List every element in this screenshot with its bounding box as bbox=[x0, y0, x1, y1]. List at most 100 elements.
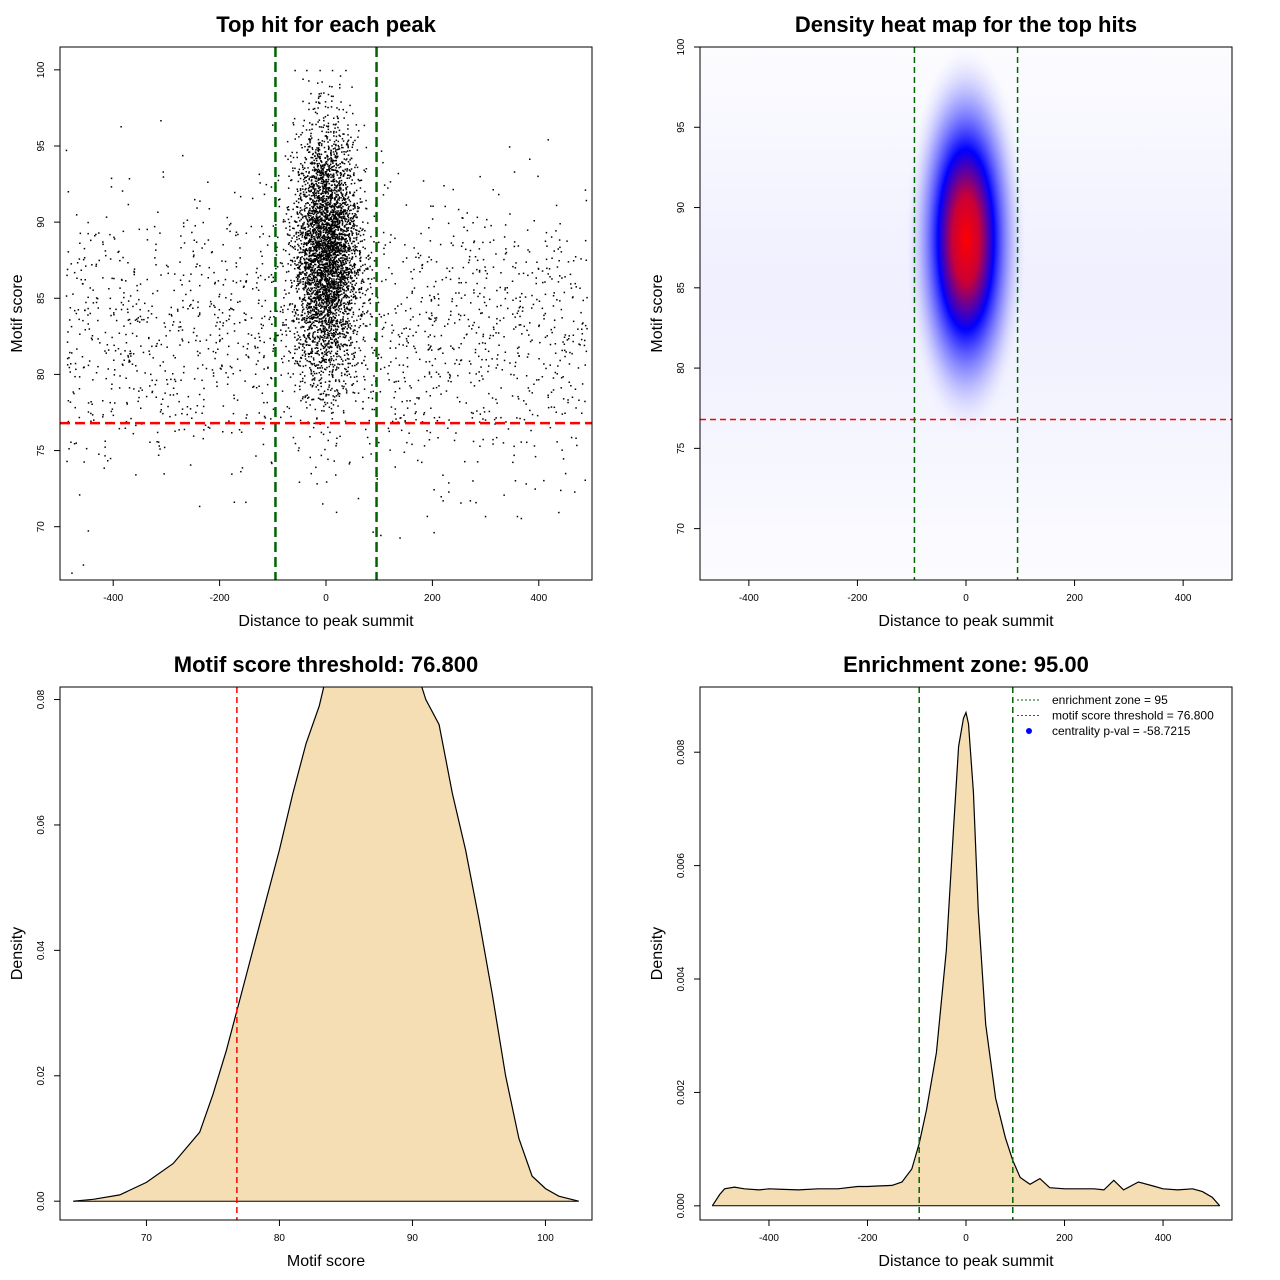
scatter-point bbox=[313, 224, 315, 226]
scatter-point bbox=[343, 151, 345, 153]
scatter-point bbox=[322, 183, 324, 185]
scatter-point bbox=[331, 180, 334, 182]
scatter-point bbox=[301, 263, 303, 265]
scatter-point bbox=[197, 354, 199, 357]
plot-area bbox=[60, 47, 592, 580]
scatter-point bbox=[333, 237, 335, 240]
scatter-point bbox=[321, 168, 323, 170]
scatter-point bbox=[159, 448, 161, 450]
scatter-point bbox=[317, 168, 319, 171]
scatter-point bbox=[334, 244, 337, 246]
scatter-point bbox=[115, 308, 117, 311]
scatter-point bbox=[328, 166, 330, 168]
scatter-point bbox=[318, 251, 321, 254]
scatter-point bbox=[174, 357, 176, 359]
scatter-point bbox=[127, 203, 130, 206]
scatter-point bbox=[330, 317, 333, 319]
scatter-point bbox=[482, 418, 484, 420]
scatter-point bbox=[303, 294, 306, 296]
scatter-point bbox=[309, 404, 311, 406]
scatter-point bbox=[255, 363, 258, 366]
scatter-point bbox=[163, 473, 165, 475]
scatter-point bbox=[320, 250, 323, 253]
scatter-point bbox=[304, 381, 306, 384]
scatter-point bbox=[294, 345, 296, 347]
scatter-point bbox=[261, 255, 263, 257]
scatter-point bbox=[337, 261, 339, 264]
scatter-point bbox=[276, 266, 279, 268]
scatter-point bbox=[323, 330, 325, 333]
scatter-point bbox=[310, 283, 312, 285]
scatter-point bbox=[570, 283, 572, 285]
scatter-point bbox=[177, 330, 180, 332]
scatter-point bbox=[336, 302, 339, 305]
scatter-point bbox=[417, 252, 419, 255]
scatter-point bbox=[335, 442, 338, 445]
scatter-point bbox=[562, 341, 564, 343]
scatter-point bbox=[230, 222, 232, 225]
scatter-point bbox=[553, 292, 555, 294]
scatter-point bbox=[164, 370, 166, 372]
scatter-point bbox=[306, 232, 308, 235]
scatter-point bbox=[479, 413, 482, 415]
scatter-point bbox=[282, 324, 284, 326]
scatter-point bbox=[331, 373, 333, 376]
scatter-point bbox=[347, 214, 349, 217]
scatter-point bbox=[358, 179, 360, 182]
scatter-point bbox=[305, 171, 307, 173]
scatter-point bbox=[319, 102, 321, 105]
scatter-point bbox=[327, 196, 329, 198]
scatter-point bbox=[318, 329, 320, 331]
scatter-point bbox=[91, 338, 93, 341]
scatter-point bbox=[351, 179, 353, 181]
scatter-point bbox=[209, 300, 212, 303]
scatter-point bbox=[343, 197, 345, 199]
scatter-point bbox=[461, 217, 463, 219]
scatter-point bbox=[317, 234, 319, 236]
scatter-point bbox=[325, 182, 328, 184]
scatter-point bbox=[344, 244, 346, 247]
scatter-point bbox=[517, 352, 519, 354]
scatter-point bbox=[316, 180, 318, 183]
scatter-point bbox=[342, 387, 344, 390]
scatter-point bbox=[316, 157, 318, 160]
scatter-point bbox=[300, 218, 302, 221]
scatter-point bbox=[308, 396, 310, 399]
scatter-point bbox=[286, 140, 289, 143]
scatter-point bbox=[148, 337, 150, 340]
scatter-point bbox=[280, 374, 282, 376]
scatter-point bbox=[326, 180, 328, 183]
scatter-point bbox=[570, 385, 572, 387]
scatter-point bbox=[292, 319, 295, 322]
scatter-point bbox=[309, 384, 312, 386]
scatter-point bbox=[308, 216, 310, 219]
scatter-point bbox=[310, 316, 313, 318]
scatter-point bbox=[245, 501, 247, 504]
scatter-point bbox=[576, 444, 578, 447]
scatter-point bbox=[315, 320, 317, 322]
scatter-point bbox=[415, 351, 417, 353]
scatter-point bbox=[204, 243, 206, 245]
scatter-point bbox=[296, 360, 299, 363]
scatter-point bbox=[320, 454, 323, 457]
scatter-point bbox=[321, 320, 324, 323]
scatter-point bbox=[315, 218, 317, 220]
scatter-point bbox=[340, 300, 343, 302]
scatter-point bbox=[185, 293, 187, 296]
scatter-point bbox=[303, 221, 305, 224]
scatter-point bbox=[543, 318, 545, 320]
scatter-point bbox=[389, 340, 392, 342]
scatter-point bbox=[419, 271, 421, 273]
scatter-point bbox=[333, 175, 335, 178]
scatter-point bbox=[233, 323, 236, 325]
scatter-point bbox=[370, 453, 372, 455]
scatter-point bbox=[306, 290, 308, 292]
scatter-point bbox=[434, 317, 436, 319]
scatter-point bbox=[328, 317, 330, 320]
scatter-point bbox=[327, 309, 329, 311]
scatter-point bbox=[67, 331, 69, 333]
scatter-point bbox=[448, 482, 450, 484]
scatter-point bbox=[193, 327, 196, 330]
scatter-point bbox=[263, 356, 265, 359]
scatter-point bbox=[395, 357, 397, 360]
